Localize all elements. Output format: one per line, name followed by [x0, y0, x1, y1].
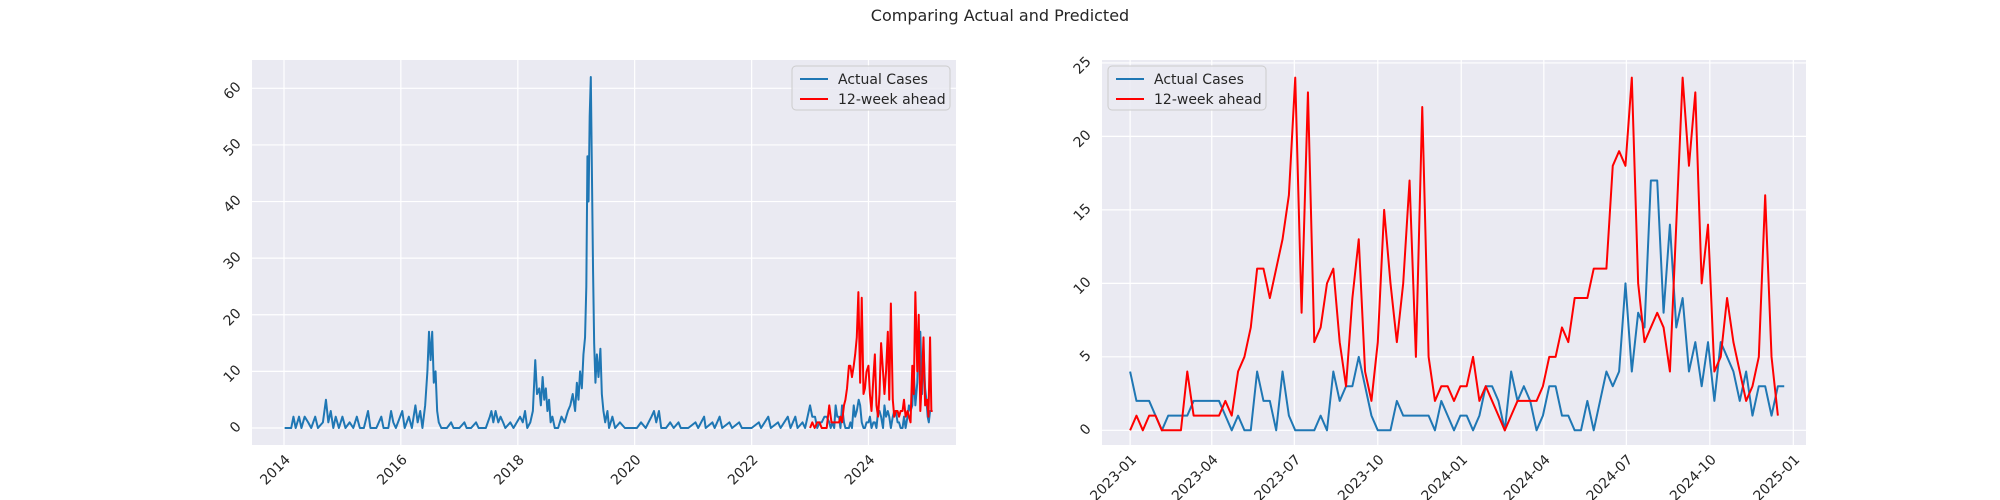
x-tick-label: 2023-07: [1252, 452, 1305, 500]
x-tick-label: 2014: [257, 452, 294, 489]
y-tick-label: 60: [221, 79, 245, 103]
x-tick-label: 2023-01: [1087, 452, 1140, 500]
legend-label: 12-week ahead: [838, 92, 946, 108]
plot-area: [1102, 60, 1806, 445]
y-tick-label: 20: [1071, 127, 1095, 151]
actual-cases-line: [284, 75, 932, 430]
y-tick-label: 50: [221, 136, 245, 160]
y-tick-label: 20: [221, 306, 245, 330]
left-chart-panel: 0 10 20 30 40 50 60 2014 2016 2018 2020 2022 2024 Act…: [221, 60, 956, 488]
legend-box: [1107, 65, 1267, 111]
y-tick-label: 5: [1077, 348, 1095, 366]
y-tick-label: 10: [1071, 274, 1095, 298]
chart-legend: Actual Cases 12-week ahead: [791, 65, 951, 111]
y-tick-label: 25: [1071, 54, 1095, 78]
right-chart-panel: 0 5 10 15 20 25 2023-01 2023-04 2023-07 2023-10 20…: [1071, 54, 1806, 500]
x-tick-label: 2018: [491, 452, 528, 489]
y-tick-label: 0: [227, 419, 245, 437]
predicted-12-week-line: [1129, 76, 1779, 432]
y-tick-label: 0: [1077, 421, 1095, 439]
y-tick-label: 40: [221, 192, 245, 216]
predicted-12-week-line: [809, 291, 933, 430]
x-tick-label: 2024-07: [1584, 452, 1637, 500]
x-tick-label: 2024-10: [1667, 452, 1720, 500]
x-tick-label: 2023-04: [1169, 452, 1222, 500]
figure-title: Comparing Actual and Predicted: [870, 6, 1130, 25]
y-tick-label: 15: [1071, 201, 1095, 225]
actual-cases-line: [1129, 179, 1785, 432]
x-tick-label: 2024-04: [1501, 452, 1554, 500]
legend-label: Actual Cases: [838, 72, 928, 88]
x-tick-label: 2024-01: [1418, 452, 1471, 500]
x-tick-label: 2025-01: [1751, 452, 1804, 500]
x-tick-label: 2022: [725, 452, 762, 489]
y-tick-label: 10: [221, 362, 245, 386]
chart-legend: Actual Cases 12-week ahead: [1107, 65, 1267, 111]
plot-area: [252, 60, 956, 445]
x-tick-label: 2020: [608, 452, 645, 489]
legend-label: 12-week ahead: [1154, 92, 1262, 108]
x-tick-label: 2016: [374, 452, 411, 489]
legend-box: [791, 65, 951, 111]
y-tick-label: 30: [221, 249, 245, 273]
x-tick-label: 2023-10: [1335, 452, 1388, 500]
legend-label: Actual Cases: [1154, 72, 1244, 88]
x-tick-label: 2024: [842, 452, 879, 489]
